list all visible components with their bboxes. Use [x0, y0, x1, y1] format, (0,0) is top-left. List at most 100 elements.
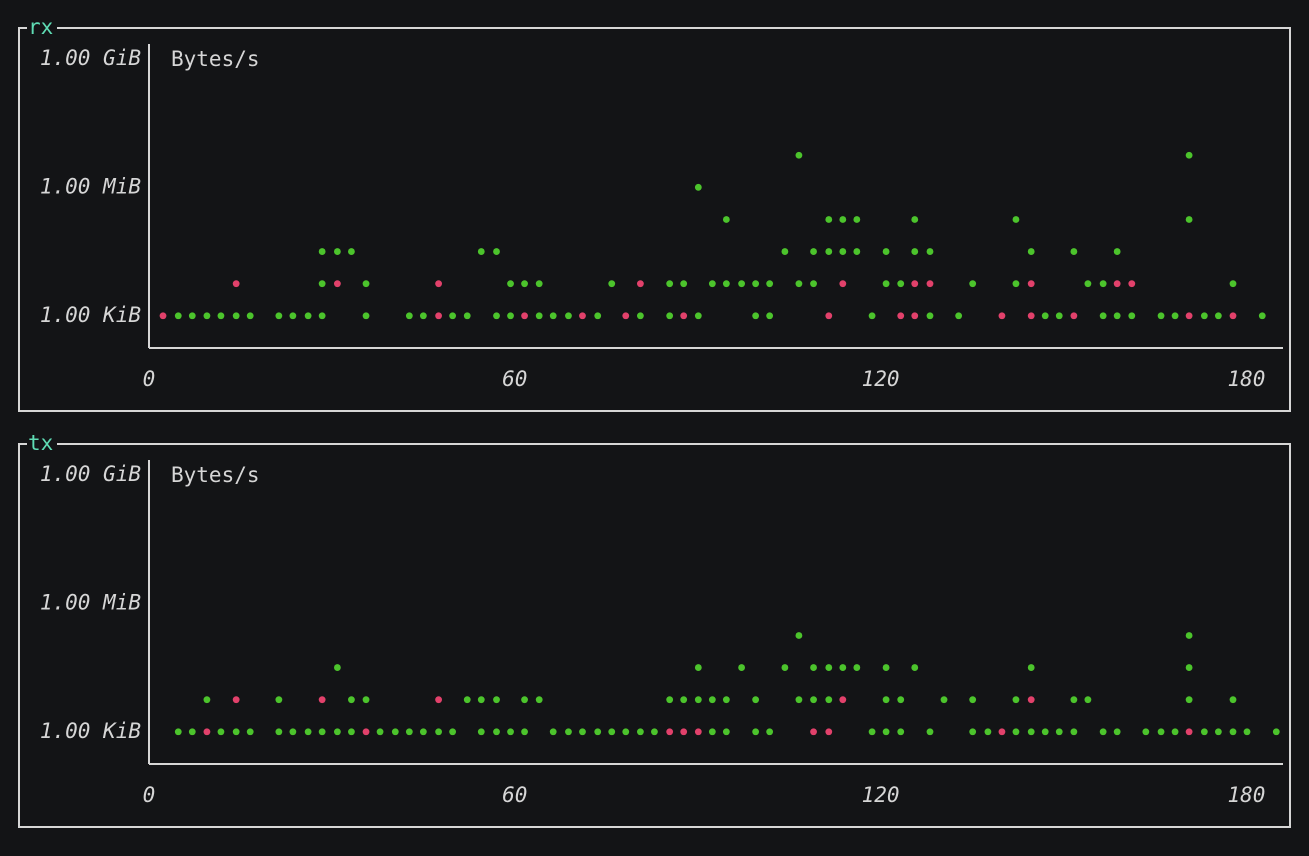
data-point [781, 248, 789, 255]
data-point [781, 664, 789, 671]
data-point [825, 216, 833, 223]
data-point [666, 696, 674, 704]
data-point [1229, 312, 1237, 320]
data-point [882, 248, 890, 255]
data-point [275, 728, 283, 736]
panel-title-bg [27, 18, 57, 38]
data-point [535, 312, 543, 320]
data-point [1070, 312, 1078, 320]
data-point [666, 280, 674, 288]
data-point [477, 248, 485, 255]
data-point [348, 696, 355, 704]
data-point [1214, 728, 1222, 736]
data-point [694, 728, 702, 736]
data-point [507, 728, 514, 736]
data-point [1200, 728, 1208, 736]
data-point [232, 280, 240, 288]
x-tick-label: 0 [143, 783, 156, 807]
data-point [708, 280, 716, 288]
data-point [304, 728, 312, 736]
data-point [435, 312, 442, 320]
data-point [217, 728, 225, 736]
data-point [535, 696, 543, 704]
data-point [911, 664, 919, 671]
data-point [391, 728, 399, 736]
data-point [969, 728, 977, 736]
data-point [579, 312, 586, 320]
data-point [405, 312, 413, 320]
data-point [521, 728, 528, 736]
data-point [810, 248, 817, 255]
data-point [203, 312, 211, 320]
data-point [608, 728, 616, 736]
data-point [868, 728, 876, 736]
data-point [694, 664, 702, 671]
data-point [318, 312, 326, 320]
data-point [507, 312, 514, 320]
x-tick-label: 0 [143, 367, 156, 391]
data-point [926, 248, 934, 255]
data-point [738, 280, 746, 288]
data-point [1128, 280, 1136, 288]
data-point [1214, 312, 1222, 320]
data-point [318, 248, 326, 255]
data-point [1012, 280, 1020, 288]
data-point [203, 728, 211, 736]
data-point [333, 280, 341, 288]
data-point [1041, 312, 1049, 320]
data-point [1041, 728, 1049, 736]
data-point [1113, 728, 1121, 736]
data-point [1157, 312, 1165, 320]
data-point [507, 280, 514, 288]
data-point [1099, 728, 1107, 736]
data-point [722, 280, 730, 288]
x-tick-label: 120 [862, 367, 900, 391]
data-point [289, 312, 297, 320]
data-point [1027, 728, 1035, 736]
data-point [969, 696, 977, 704]
panel-border [18, 27, 1291, 412]
data-point [882, 280, 890, 288]
data-point [1229, 728, 1237, 736]
data-point [232, 312, 240, 320]
data-point [911, 248, 919, 255]
data-point [1055, 312, 1063, 320]
data-point [738, 664, 746, 671]
y-axis-label: Bytes/s [171, 463, 260, 487]
data-point [622, 728, 630, 736]
data-point [752, 312, 760, 320]
data-point [565, 728, 572, 736]
data-point [1128, 312, 1136, 320]
data-point [752, 280, 760, 288]
data-point [853, 216, 861, 223]
data-point [1113, 280, 1121, 288]
data-point [333, 248, 341, 255]
data-point [926, 728, 934, 736]
data-point [1027, 248, 1035, 255]
data-point [435, 280, 442, 288]
data-point [1070, 248, 1078, 255]
data-point [521, 280, 528, 288]
panel-border [18, 443, 1291, 828]
data-point [159, 312, 167, 320]
data-point [1185, 151, 1193, 159]
data-point [1099, 312, 1107, 320]
data-point [795, 280, 803, 288]
data-point [882, 728, 890, 736]
data-point [376, 728, 384, 736]
data-point [911, 280, 919, 288]
data-point [622, 312, 630, 320]
data-point [246, 312, 254, 320]
data-point [926, 312, 934, 320]
data-point [897, 312, 905, 320]
data-point [1200, 312, 1208, 320]
data-point [825, 696, 833, 704]
data-point [853, 664, 861, 671]
data-point [637, 728, 644, 736]
data-point [217, 312, 225, 320]
data-point [594, 728, 602, 736]
data-point [1070, 696, 1078, 704]
data-point [680, 728, 688, 736]
data-point [825, 664, 833, 671]
data-point [680, 280, 688, 288]
